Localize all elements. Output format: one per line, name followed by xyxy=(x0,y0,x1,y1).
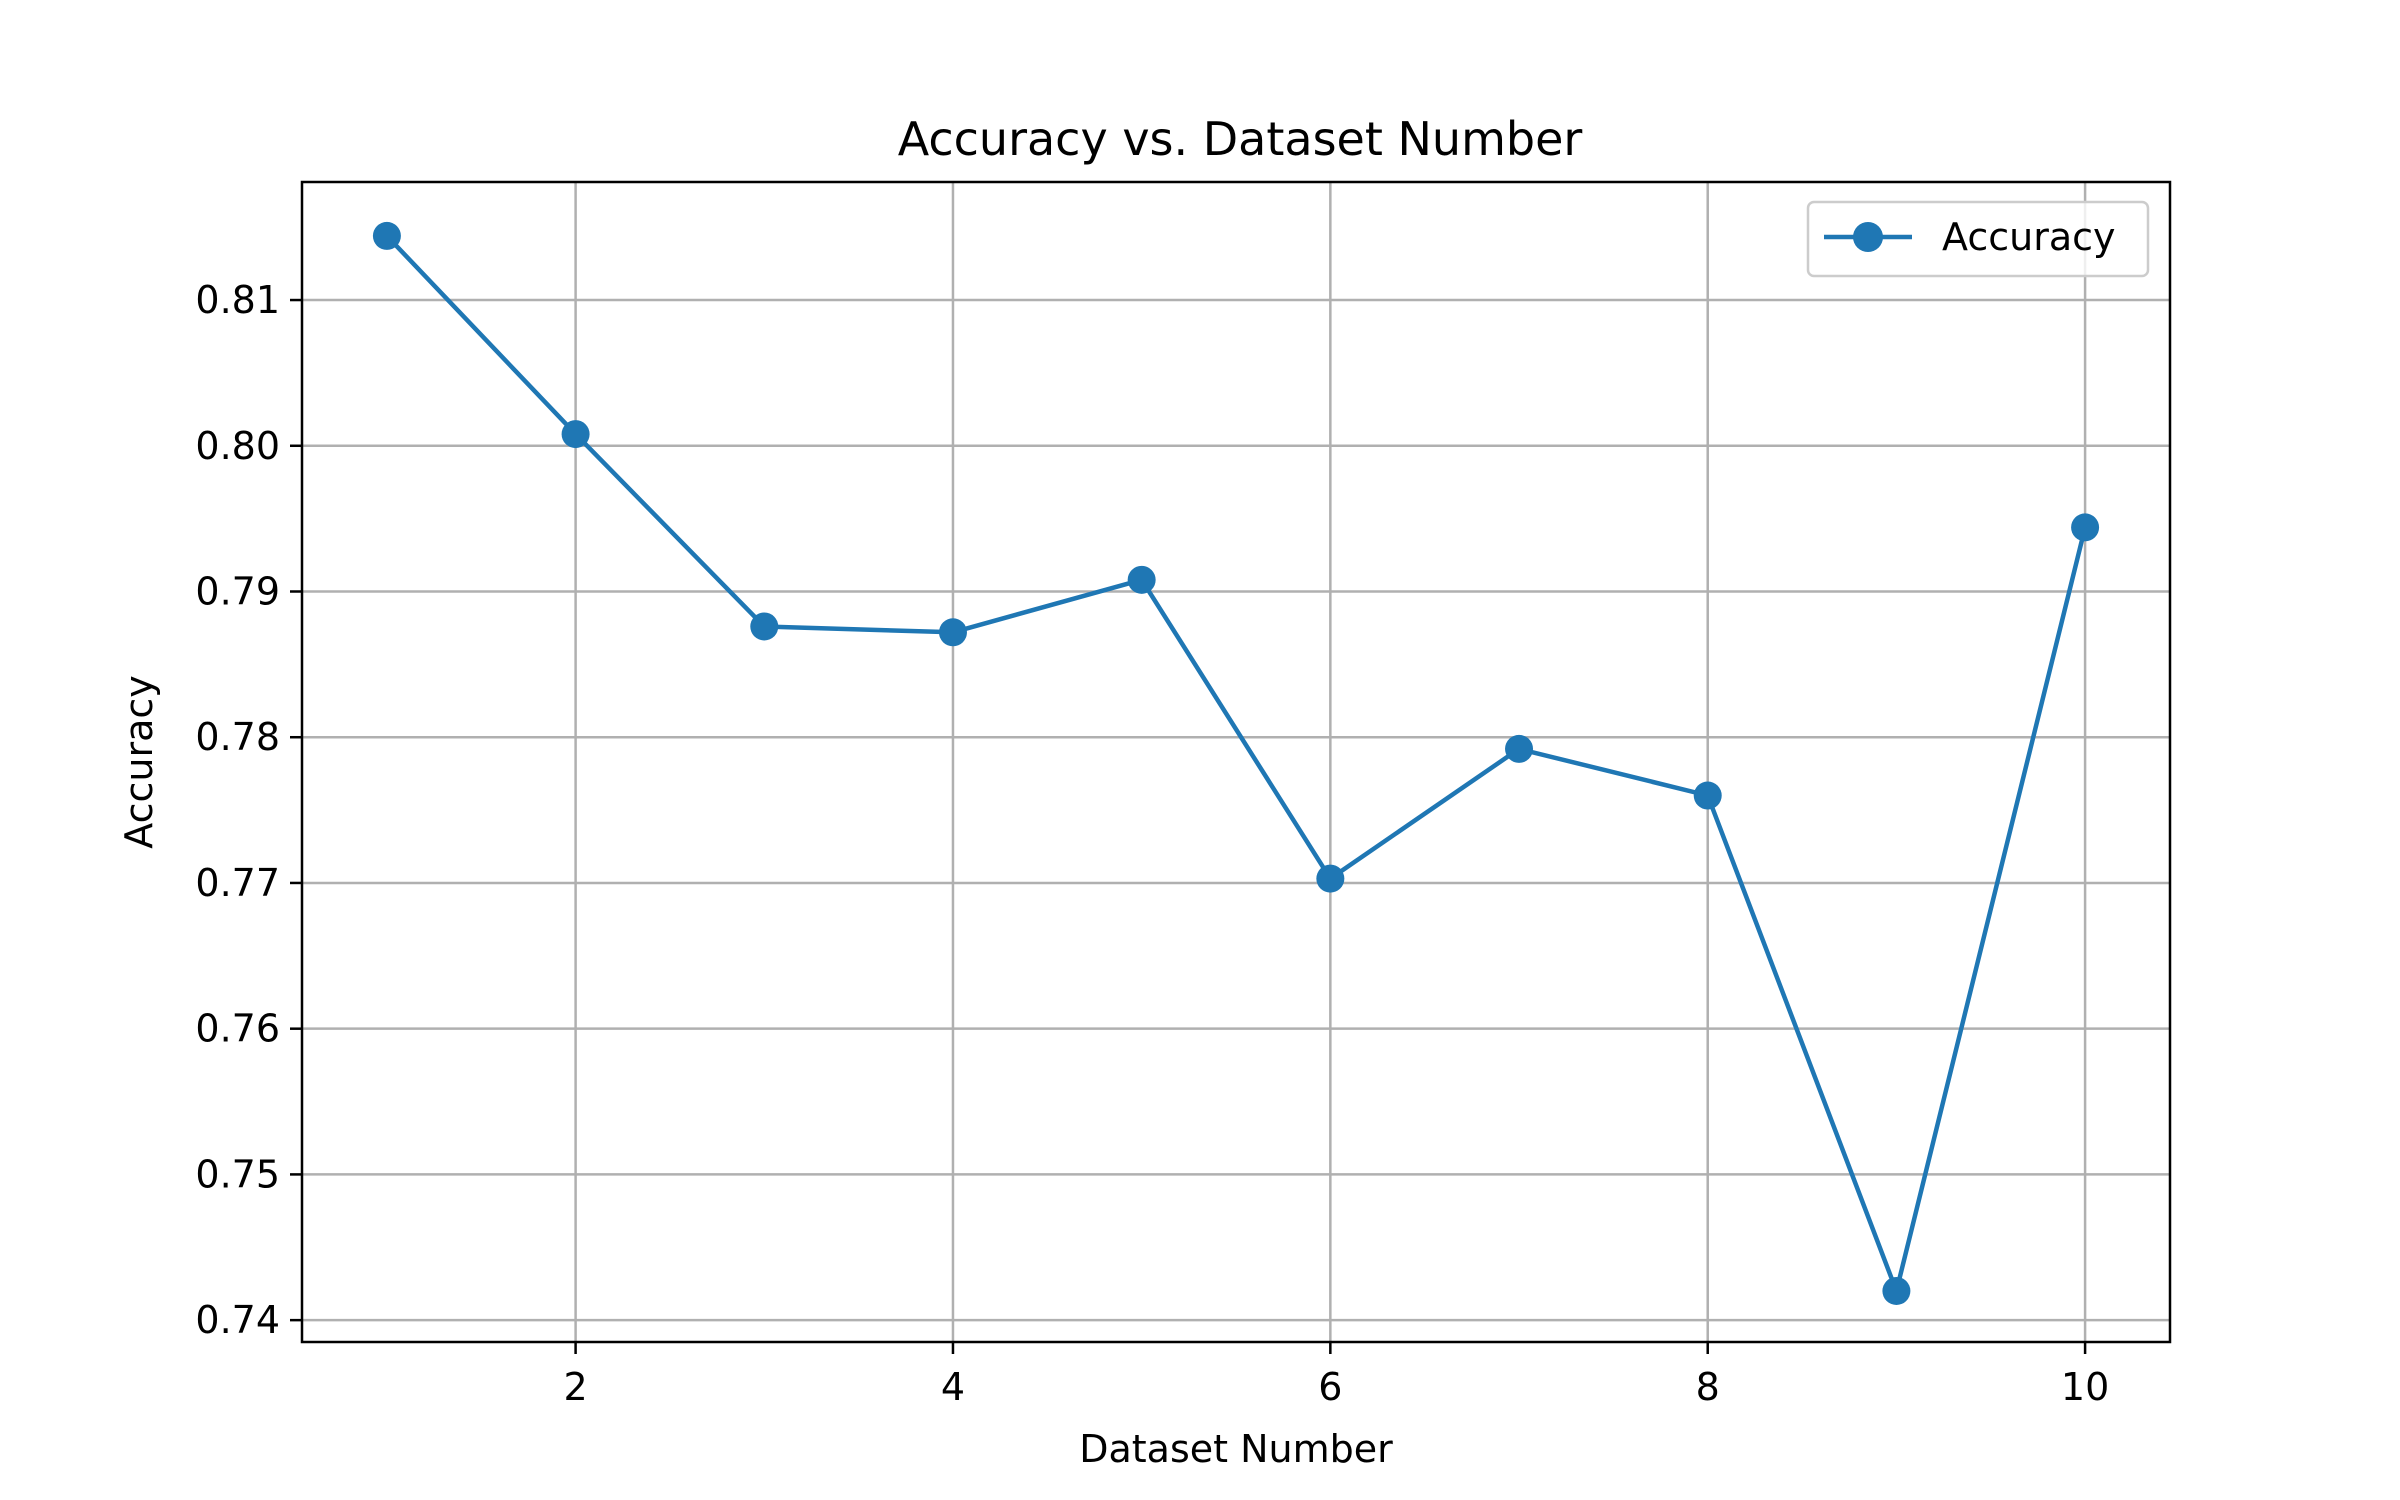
chart-title: Accuracy vs. Dataset Number xyxy=(898,112,1583,166)
x-tick-label: 4 xyxy=(941,1365,965,1409)
ticks: 2 4 6 8 10 0.74 0.75 0.76 0.77 0.78 0.79 0.80 0.81 xyxy=(195,278,2109,1409)
x-tick-label: 10 xyxy=(2061,1365,2109,1409)
series-layer xyxy=(372,221,2100,1305)
data-point xyxy=(2071,513,2100,542)
y-tick-label: 0.80 xyxy=(195,424,280,468)
data-point xyxy=(372,221,401,250)
x-tick-label: 8 xyxy=(1696,1365,1720,1409)
y-tick-label: 0.81 xyxy=(195,278,280,322)
y-tick-label: 0.74 xyxy=(195,1298,280,1342)
data-point xyxy=(1693,781,1722,810)
data-point xyxy=(1882,1276,1911,1305)
data-point xyxy=(750,612,779,641)
data-point xyxy=(1316,864,1345,893)
y-tick-label: 0.79 xyxy=(195,569,280,613)
data-point xyxy=(1505,734,1534,763)
data-point xyxy=(938,618,967,647)
data-point xyxy=(561,420,590,449)
x-tick-label: 2 xyxy=(564,1365,588,1409)
x-axis-label: Dataset Number xyxy=(1079,1427,1393,1471)
plot-frame xyxy=(300,180,2172,1344)
y-tick-label: 0.78 xyxy=(195,715,280,759)
y-tick-label: 0.77 xyxy=(195,861,280,905)
y-tick-label: 0.75 xyxy=(195,1152,280,1196)
y-axis-label: Accuracy xyxy=(117,675,161,849)
legend-label: Accuracy xyxy=(1942,215,2116,259)
legend: Accuracy xyxy=(1806,200,2150,278)
grid xyxy=(302,182,2170,1342)
legend-marker xyxy=(1853,222,1883,252)
series-line xyxy=(385,234,2088,1294)
legend-box xyxy=(1806,200,2150,278)
data-point xyxy=(1127,565,1156,594)
x-tick-label: 6 xyxy=(1318,1365,1342,1409)
y-tick-label: 0.76 xyxy=(195,1007,280,1051)
